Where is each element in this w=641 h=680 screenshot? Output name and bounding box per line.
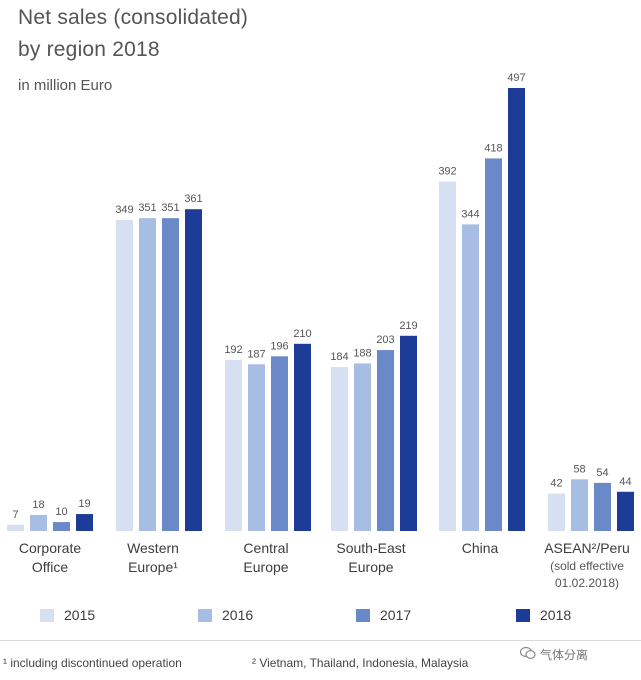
- wechat-icon: [520, 646, 536, 659]
- category-label-2: Central Europe: [211, 539, 321, 577]
- bar-2018-1: [185, 209, 202, 532]
- data-label-2018-1: 361: [184, 193, 202, 205]
- data-label-2018-4: 497: [507, 72, 525, 84]
- bar-2015-1: [116, 219, 133, 532]
- bar-2016-0: [30, 514, 47, 531]
- category-label-line2: Europe¹: [128, 559, 178, 575]
- data-label-2017-4: 418: [484, 142, 502, 154]
- category-label-1: Western Europe¹: [98, 539, 208, 577]
- bar-2015-4: [439, 181, 456, 531]
- bar-2018-3: [400, 335, 417, 531]
- bar-2018-4: [508, 88, 525, 531]
- category-label-line2: (sold effective: [550, 559, 624, 573]
- data-label-2018-3: 219: [399, 320, 417, 332]
- bar-2018-5: [617, 491, 634, 531]
- chart-title-line2: by region 2018: [18, 38, 160, 61]
- category-label-line2: Europe: [348, 559, 394, 575]
- chart-subtitle: in million Euro: [18, 77, 113, 94]
- footnote-divider: [0, 640, 641, 641]
- bar-2017-2: [271, 356, 288, 531]
- data-label-2016-2: 187: [247, 348, 265, 360]
- data-label-2017-1: 351: [161, 202, 179, 214]
- data-label-2015-2: 192: [224, 344, 242, 356]
- category-label-line1: Central: [243, 540, 289, 556]
- legend-swatch-2015: [40, 609, 54, 622]
- legend-swatch-2016: [198, 609, 212, 622]
- data-label-2016-5: 58: [573, 463, 585, 475]
- data-label-2015-0: 7: [12, 509, 18, 521]
- category-label-line1: China: [461, 540, 499, 556]
- data-label-2016-0: 18: [32, 499, 44, 511]
- bar-2015-5: [548, 493, 565, 531]
- data-label-2018-5: 44: [619, 476, 631, 488]
- legend-label-2017: 2017: [380, 607, 412, 623]
- bar-2017-0: [53, 522, 70, 531]
- legend-label-2015: 2015: [64, 607, 96, 623]
- legend-label-2016: 2016: [222, 607, 254, 623]
- bar-2015-3: [331, 366, 348, 531]
- bar-2015-0: [7, 524, 24, 531]
- category-label-0: Corporate Office: [0, 539, 105, 577]
- category-label-line2: Europe: [243, 559, 289, 575]
- data-label-2015-3: 184: [330, 351, 348, 363]
- bar-2017-5: [594, 482, 611, 531]
- category-label-line1: Western: [127, 540, 179, 556]
- legend-swatch-2017: [356, 609, 370, 622]
- category-label-note: 01.02.2018): [554, 576, 620, 590]
- bar-2016-3: [354, 363, 371, 531]
- data-label-2015-5: 42: [550, 478, 562, 490]
- bar-2018-0: [76, 514, 93, 531]
- chart-title: Net sales (consolidated): [18, 6, 249, 29]
- data-label-2017-0: 10: [55, 506, 67, 518]
- data-label-2017-2: 196: [270, 340, 288, 352]
- category-label-line1: ASEAN²/Peru: [544, 540, 630, 556]
- legend-label-2018: 2018: [540, 607, 572, 623]
- category-label-line2: Office: [31, 559, 69, 575]
- bar-2016-4: [462, 224, 479, 531]
- category-label-5: ASEAN²/Peru (sold effective 01.02.2018): [532, 539, 641, 592]
- data-label-2015-1: 349: [115, 204, 133, 216]
- data-label-2018-0: 19: [78, 498, 90, 510]
- bar-2017-4: [485, 158, 502, 531]
- bar-2018-2: [294, 343, 311, 531]
- category-label-3: South-East Europe: [316, 539, 426, 577]
- legend-swatch-2018: [516, 609, 530, 622]
- data-label-2016-4: 344: [461, 208, 479, 220]
- bar-2017-1: [162, 218, 179, 531]
- data-label-2016-1: 351: [138, 202, 156, 214]
- data-label-2016-3: 188: [353, 347, 371, 359]
- data-label-2017-5: 54: [596, 467, 608, 479]
- bar-2016-5: [571, 479, 588, 531]
- footnote-1: ¹ including discontinued operation: [3, 656, 182, 670]
- bar-2015-2: [225, 359, 242, 531]
- data-label-2015-4: 392: [438, 166, 456, 178]
- footnote-2: ² Vietnam, Thailand, Indonesia, Malaysia: [252, 656, 469, 670]
- data-label-2018-2: 210: [293, 328, 311, 340]
- bar-2016-1: [139, 218, 156, 531]
- data-label-2017-3: 203: [376, 334, 394, 346]
- category-label-4: China: [425, 539, 535, 558]
- watermark-text: 气体分离: [540, 648, 589, 662]
- category-label-line1: South-East: [336, 540, 406, 556]
- category-label-line1: Corporate: [18, 540, 82, 556]
- bar-2016-2: [248, 364, 265, 531]
- bar-2017-3: [377, 350, 394, 531]
